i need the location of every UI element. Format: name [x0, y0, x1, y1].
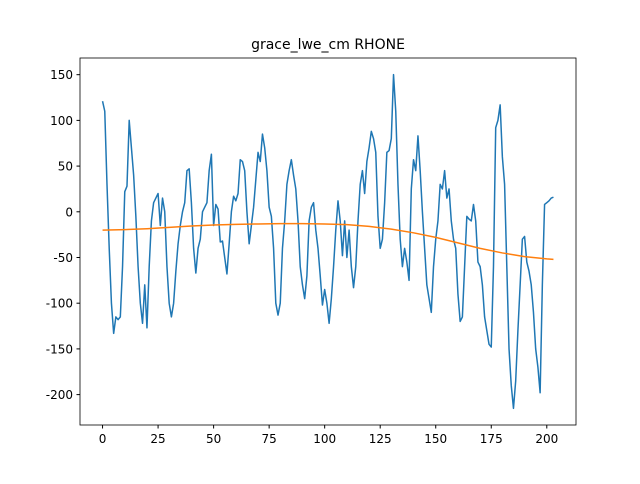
y-tick-label: 100 [50, 114, 73, 128]
data-line [101, 73, 554, 410]
x-tick-label: 200 [535, 432, 558, 446]
plot-frame [79, 57, 577, 426]
chart-title: grace_lwe_cm RHONE [251, 37, 405, 53]
x-tick-label: 125 [369, 432, 392, 446]
x-tick-label: 75 [261, 432, 276, 446]
y-tick-label: 0 [65, 205, 73, 219]
y-tick-label: -150 [46, 342, 73, 356]
x-tick-label: 175 [480, 432, 503, 446]
y-tick-label: 50 [58, 160, 73, 174]
y-tick-label: 150 [50, 68, 73, 82]
x-tick-label: 0 [99, 432, 107, 446]
x-tick-label: 50 [206, 432, 221, 446]
x-tick-label: 150 [424, 432, 447, 446]
y-tick-label: -100 [46, 297, 73, 311]
y-tick-label: -50 [53, 251, 73, 265]
x-tick-label: 25 [150, 432, 165, 446]
y-tick-label: -200 [46, 388, 73, 402]
data-line [102, 222, 554, 261]
x-tick-label: 100 [313, 432, 336, 446]
